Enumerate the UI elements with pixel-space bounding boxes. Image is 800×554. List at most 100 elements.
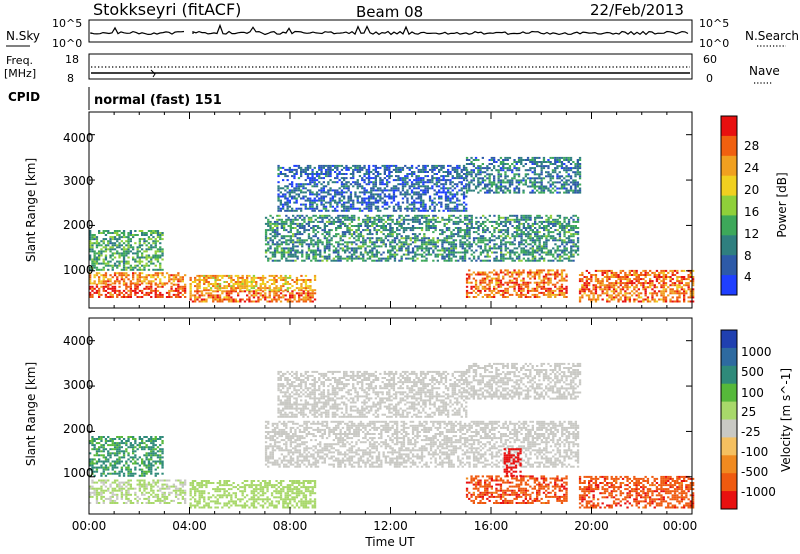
heatmap-cell-p1-r2 [159, 264, 162, 267]
heatmap-cell-p1-r5 [298, 243, 302, 246]
heatmap-cell-p1-r5 [472, 255, 476, 258]
heatmap-cell-p1-r5 [457, 231, 460, 234]
heatmap-cell-p1-r6 [327, 171, 330, 173]
heatmap-cell-p1-r6 [365, 201, 368, 204]
heatmap-cell-p1-r4 [289, 283, 292, 285]
heatmap-cell-p1-r5 [443, 257, 446, 260]
heatmap-cell-p1-r5 [287, 235, 290, 238]
heatmap-cell-p1-r5 [325, 257, 329, 260]
heatmap-cell-p1-r0 [168, 293, 171, 296]
heatmap-cell-p1-r8 [633, 298, 636, 301]
heatmap-cell-p1-r5 [497, 218, 501, 221]
heatmap-cell-p1-r0 [93, 287, 96, 290]
heatmap-cell-p1-r8 [608, 300, 611, 303]
heatmap-cell-p1-r6 [336, 164, 339, 167]
heatmap-cell-p1-r2 [152, 242, 155, 245]
heatmap-cell-p1-r5 [330, 216, 333, 219]
heatmap-cell-p1-r6 [304, 191, 307, 194]
heatmap-cell-p1-r5 [509, 257, 512, 260]
heatmap-cell-p1-r1 [145, 276, 148, 279]
heatmap-cell-p1-r4 [270, 274, 274, 277]
heatmap-cell-p1-r7 [490, 271, 493, 274]
heatmap-cell-p1-r8 [608, 294, 611, 297]
heatmap-cell-p1-r4 [189, 289, 192, 292]
heatmap-cell-p1-r5 [350, 229, 354, 232]
heatmap-cell-p1-r4 [194, 281, 197, 283]
heatmap-cell-p1-r6 [388, 173, 391, 175]
heatmap-cell-p1-r6 [334, 171, 337, 173]
heatmap-cell-p1-r2 [93, 256, 96, 259]
heatmap-cell-p1-r5 [384, 259, 387, 262]
heatmap-cell-p1-r5 [264, 229, 268, 232]
heatmap-cell-p1-r0 [122, 293, 126, 296]
nsky-tick-bottom: 10^0 [52, 37, 82, 50]
heatmap-cell-p1-r6 [458, 164, 461, 167]
heatmap-cell-p1-r6 [435, 203, 438, 206]
heatmap-cell-p1-r4 [223, 281, 226, 283]
heatmap-cell-p1-r5 [264, 243, 268, 246]
heatmap-cell-p1-r4 [205, 287, 208, 290]
heatmap-cell-p1-r5 [565, 247, 568, 250]
heatmap-cell-p1-r2 [154, 246, 157, 249]
heatmap-cell-p1-r5 [384, 227, 387, 229]
heatmap-cell-p1-r5 [576, 218, 580, 221]
heatmap-cell-p1-r6 [415, 193, 418, 196]
heatmap-cell-p1-r6 [327, 189, 330, 192]
heatmap-cell-p1-r5 [267, 229, 270, 232]
heatmap-cell-p1-r8 [597, 296, 600, 299]
heatmap-cell-p1-r7 [549, 269, 552, 272]
heatmap-cell-p1-r8 [653, 292, 656, 295]
heatmap-cell-p1-r5 [552, 253, 555, 256]
heatmap-cell-p1-r6 [451, 193, 454, 196]
heatmap-cell-p1-r2 [89, 238, 92, 241]
heatmap-cell-p1-r6 [352, 173, 355, 175]
heatmap-cell-p1-r8 [619, 282, 622, 285]
heatmap-cell-p1-r5 [332, 249, 335, 252]
heatmap-cell-p1-r6 [424, 209, 427, 212]
heatmap-cell-p1-r5 [373, 222, 376, 225]
heatmap-cell-p1-r5 [531, 259, 534, 262]
heatmap-cell-p1-r5 [475, 231, 478, 234]
heatmap-cell-p1-r5 [493, 257, 496, 260]
heatmap-cell-p1-r7 [497, 277, 500, 280]
heatmap-cell-p1-r5 [558, 216, 562, 219]
heatmap-cell-p1-r6 [424, 207, 427, 210]
heatmap-cell-p1-r7 [560, 293, 564, 296]
heatmap-cell-p1-r0 [127, 289, 130, 292]
heatmap-cell-p1-r5 [432, 214, 435, 217]
heatmap-cell-p1-r8 [578, 290, 582, 293]
heatmap-cell-p1-r7 [531, 293, 534, 296]
heatmap-cell-p1-r6 [320, 177, 323, 180]
heatmap-cell-p1-r6 [451, 209, 454, 212]
heatmap-cell-p1-r2 [109, 256, 112, 259]
heatmap-cell-p1-r8 [683, 269, 686, 272]
heatmap-cell-p1-r6 [295, 171, 298, 173]
heatmap-cell-p1-r5 [341, 243, 345, 246]
heatmap-cell-p1-r7 [526, 273, 530, 276]
heatmap-cell-p1-r5 [524, 220, 528, 223]
heatmap-cell-p1-r5 [307, 257, 311, 260]
heatmap-cell-p1-r7 [545, 273, 548, 276]
heatmap-cell-p1-r5 [285, 241, 288, 244]
heatmap-cell-p1-r7 [560, 279, 564, 282]
heatmap-cell-p1-r7 [474, 287, 478, 290]
heatmap-cell-p1-r6 [383, 203, 386, 206]
heatmap-cell-p1-r3 [295, 300, 299, 303]
heatmap-cell-p1-r5 [373, 245, 376, 248]
heatmap-cell-p1-r1 [95, 274, 99, 277]
heatmap-cell-p1-r5 [264, 235, 268, 238]
heatmap-cell-p1-r4 [279, 274, 283, 277]
heatmap-cell-p1-r8 [581, 271, 584, 274]
heatmap-cell-p1-r5 [305, 222, 308, 225]
heatmap-cell-p1-r2 [141, 232, 144, 234]
heatmap-cell-p1-r6 [291, 189, 294, 192]
heatmap-cell-p1-r5 [434, 225, 437, 227]
heatmap-cell-p1-r5 [350, 257, 354, 260]
heatmap-cell-p1-r2 [127, 236, 130, 239]
heatmap-cell-p1-r6 [379, 193, 382, 196]
heatmap-cell-p1-r5 [267, 218, 270, 221]
heatmap-cell-p1-r6 [410, 171, 414, 173]
heatmap-cell-p1-r5 [457, 216, 460, 219]
heatmap-cell-p1-r5 [513, 237, 516, 240]
heatmap-cell-p1-r5 [398, 229, 401, 232]
